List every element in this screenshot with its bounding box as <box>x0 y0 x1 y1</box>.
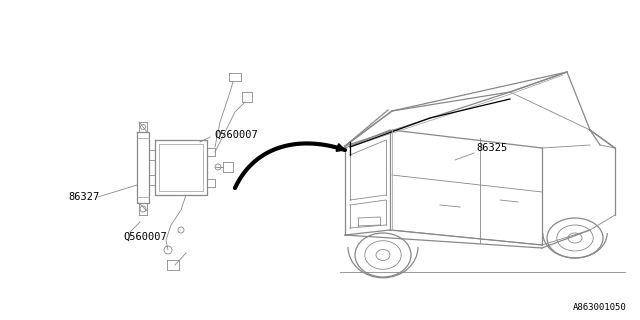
Text: Q560007: Q560007 <box>123 232 167 242</box>
Text: Q560007: Q560007 <box>214 130 258 140</box>
Text: A863001050: A863001050 <box>573 303 627 312</box>
Text: 86325: 86325 <box>476 143 508 153</box>
Polygon shape <box>336 144 345 151</box>
Text: 86327: 86327 <box>68 192 99 202</box>
